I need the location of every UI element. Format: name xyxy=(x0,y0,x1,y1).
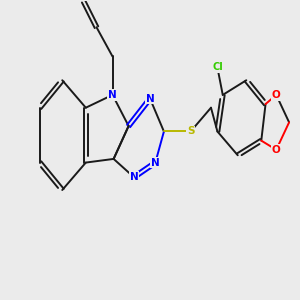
Text: Cl: Cl xyxy=(212,62,223,73)
Text: N: N xyxy=(130,172,138,182)
Text: N: N xyxy=(108,90,117,100)
Text: N: N xyxy=(146,94,154,103)
Text: S: S xyxy=(187,127,194,136)
Text: N: N xyxy=(151,158,160,168)
Text: O: O xyxy=(272,145,280,155)
Text: O: O xyxy=(272,90,280,100)
